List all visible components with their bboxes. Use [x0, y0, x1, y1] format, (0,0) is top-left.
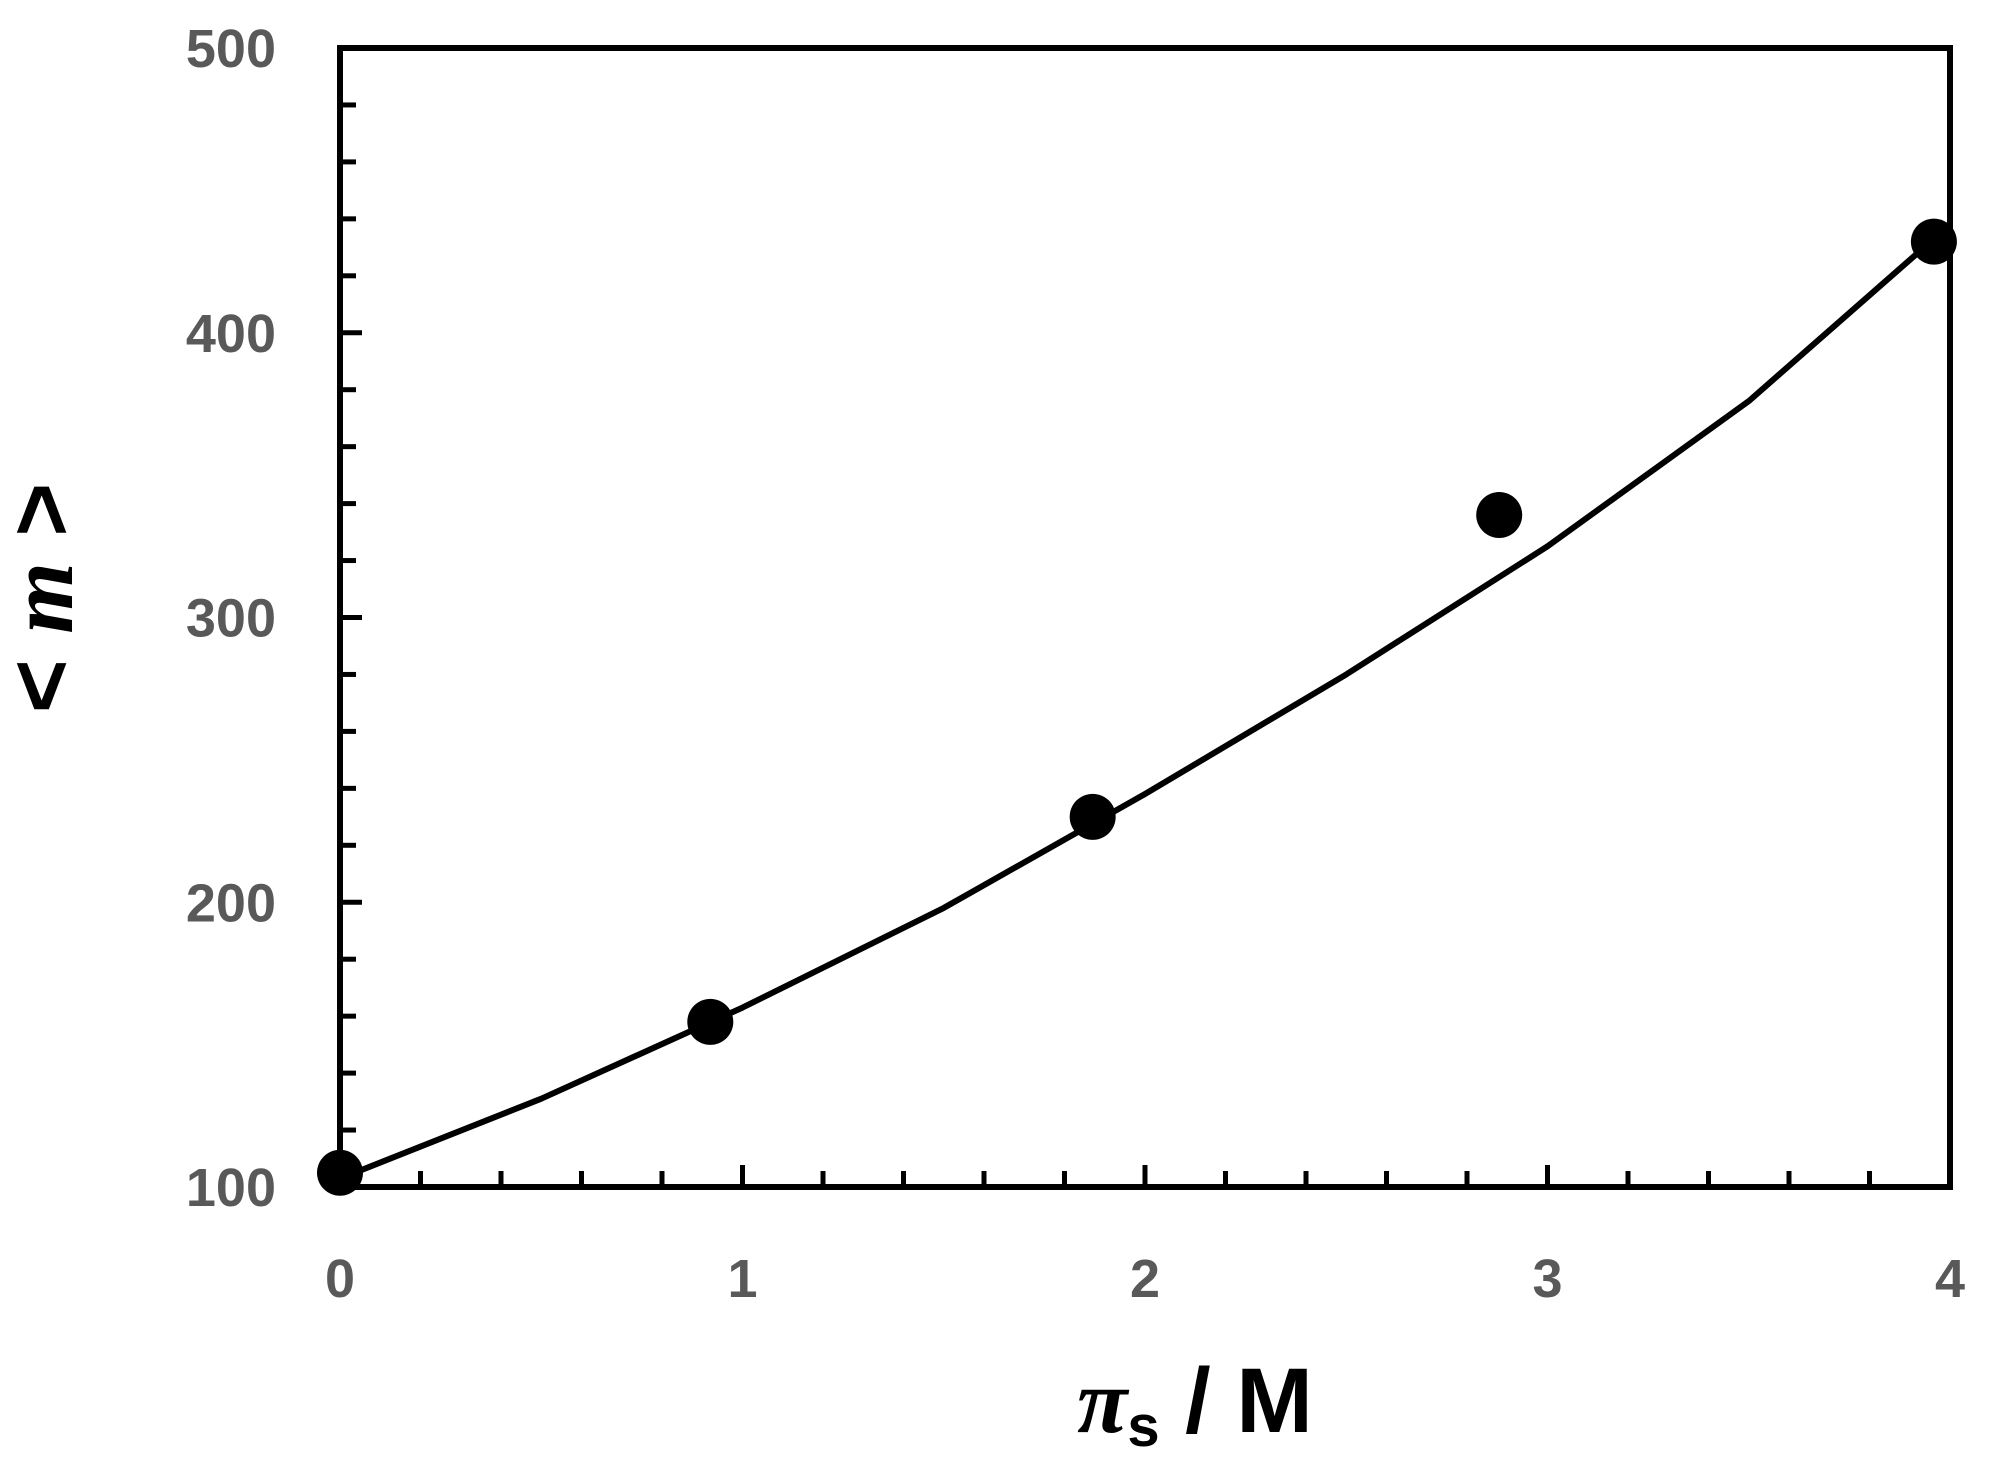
x-axis-title-rest: / M	[1160, 1350, 1313, 1452]
x-axis-title: πs / M	[1077, 1350, 1313, 1459]
y-tick-label: 100	[186, 1158, 276, 1218]
x-tick-labels: 0 1 2 3 4	[325, 1249, 1965, 1309]
data-point	[1910, 218, 1957, 265]
fit-line-layer	[337, 235, 1937, 1182]
y-axis-title-left: <	[0, 634, 92, 713]
x-axis-title-symbol: π	[1077, 1350, 1130, 1452]
data-point	[687, 998, 734, 1045]
plot-frame	[337, 45, 1953, 1190]
x-axis-title-subscript: s	[1127, 1394, 1159, 1459]
y-tick-label: 200	[186, 873, 276, 933]
y-tick-label: 500	[186, 19, 276, 79]
y-axis-title-italic: m	[0, 562, 92, 634]
y-axis-title-right: >	[0, 483, 92, 562]
fit-line	[337, 235, 1937, 1182]
data-points-layer	[317, 218, 1957, 1196]
y-tick-label: 400	[186, 304, 276, 364]
x-tick-label: 0	[325, 1249, 355, 1309]
x-tick-label: 4	[1935, 1249, 1965, 1309]
y-tick-labels: 100 200 300 400 500	[186, 19, 276, 1218]
ticks-layer	[337, 45, 1953, 1190]
x-tick-label: 3	[1532, 1249, 1562, 1309]
x-tick-label: 1	[727, 1249, 757, 1309]
data-point	[1476, 491, 1523, 538]
y-axis-title: < m >	[0, 483, 92, 713]
y-tick-label: 300	[186, 589, 276, 649]
data-point	[1069, 793, 1116, 840]
x-tick-label: 2	[1130, 1249, 1160, 1309]
